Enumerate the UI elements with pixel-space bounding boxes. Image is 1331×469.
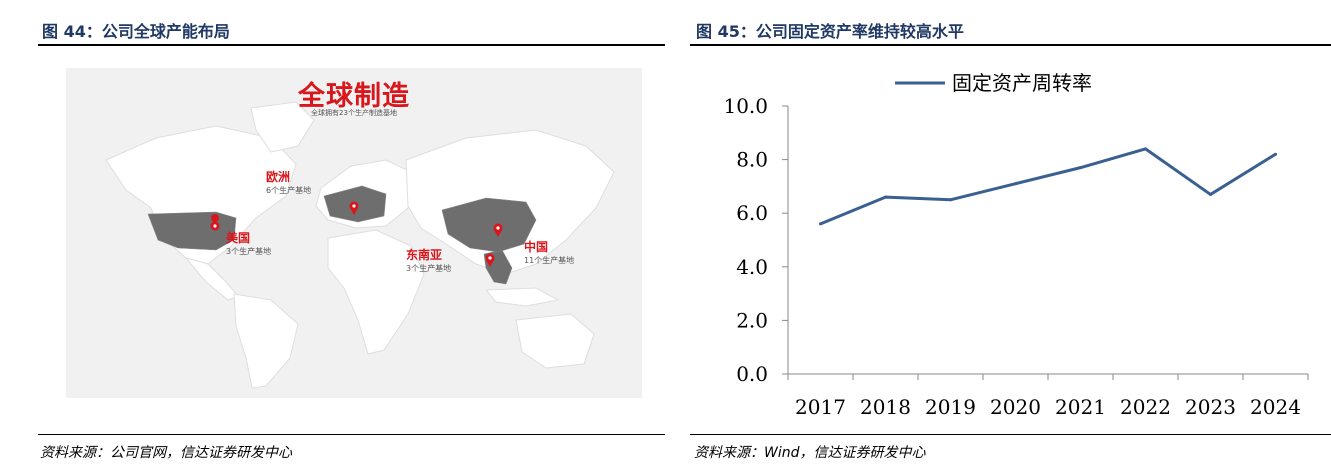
figure-44-title: 图 44：公司全球产能布局 — [42, 22, 230, 41]
x-tick-label: 2021 — [1055, 395, 1106, 419]
x-tick-label: 2020 — [990, 395, 1041, 419]
x-tick-label: 2018 — [860, 395, 911, 419]
y-tick-label: 8.0 — [736, 148, 768, 172]
title-rule-right — [690, 44, 1331, 46]
greenland-landmass — [250, 101, 315, 153]
world-map-panel: 全球制造 全球拥有23个生产制造基地 欧洲 6个生产基地 美国 3个生产基地 东… — [66, 68, 642, 398]
pin-china-icon — [493, 223, 503, 237]
pin-sea-icon — [485, 253, 495, 267]
series-line-fixed-asset-turnover — [819, 147, 1277, 226]
line-chart: 固定资产周转率 0.0 2.0 4.0 6.0 8.0 10.0 2017 2018 2019 2… — [723, 71, 1309, 419]
indonesia-landmass — [484, 287, 560, 307]
data-point — [949, 198, 952, 202]
pin-europe-icon — [349, 201, 359, 215]
callout-usa: 美国 3个生产基地 — [226, 231, 271, 259]
legend-label: 固定资产周转率 — [952, 71, 1092, 95]
y-tick-label: 2.0 — [736, 308, 768, 332]
data-point — [819, 222, 822, 226]
callout-china-name: 中国 — [524, 240, 549, 254]
figure-44-source: 资料来源：公司官网，信达证券研发中心 — [40, 445, 292, 461]
australia-landmass — [515, 313, 595, 369]
x-tick-label: 2019 — [925, 395, 976, 419]
y-tick-label: 10.0 — [723, 94, 768, 118]
x-tick-label: 2017 — [795, 395, 846, 419]
callout-europe-name: 欧洲 — [266, 170, 291, 184]
pin-usa-icon — [210, 214, 220, 232]
location-pins — [210, 201, 503, 267]
y-tick-label: 4.0 — [736, 255, 768, 279]
figure-45-title: 图 45：公司固定资产率维持较高水平 — [696, 22, 964, 41]
map-subheading: 全球拥有23个生产制造基地 — [311, 109, 397, 117]
x-tick-label: 2023 — [1185, 395, 1236, 419]
callout-europe: 欧洲 6个生产基地 — [266, 170, 311, 198]
callout-sea-count: 3个生产基地 — [406, 264, 452, 273]
callout-usa-name: 美国 — [226, 231, 251, 245]
data-point — [1274, 152, 1277, 156]
y-tick-label: 0.0 — [736, 362, 768, 386]
callout-sea-name: 东南亚 — [406, 248, 443, 262]
data-point — [1144, 147, 1147, 151]
source-rule-right — [690, 434, 1331, 435]
x-tick-label: 2022 — [1120, 395, 1171, 419]
world-map — [105, 101, 615, 389]
title-rule-left — [38, 44, 665, 46]
callout-sea: 东南亚 3个生产基地 — [406, 248, 451, 276]
map-heading: 全球制造 — [298, 81, 410, 112]
south-america-landmass — [233, 293, 299, 389]
chart-legend: 固定资产周转率 — [895, 71, 1092, 95]
figure-45-source: 资料来源：Wind，信达证券研发中心 — [694, 445, 926, 461]
data-point — [1079, 166, 1082, 170]
callout-europe-count: 6个生产基地 — [266, 186, 312, 195]
line-chart-panel: 固定资产周转率 0.0 2.0 4.0 6.0 8.0 10.0 2017 2018 2019 2… — [690, 60, 1331, 430]
data-point — [1209, 192, 1212, 196]
data-point — [1014, 182, 1017, 186]
north-america-landmass — [105, 125, 297, 265]
callout-china: 中国 11个生产基地 — [524, 240, 574, 268]
usa-highlight — [147, 211, 237, 251]
africa-landmass — [327, 229, 425, 355]
data-point — [884, 195, 887, 199]
callout-usa-count: 3个生产基地 — [226, 247, 272, 256]
source-rule-left — [38, 434, 665, 435]
x-tick-label: 2024 — [1250, 395, 1301, 419]
china-highlight — [441, 197, 537, 253]
central-america-landmass — [184, 257, 239, 301]
callout-china-count: 11个生产基地 — [524, 256, 575, 265]
y-tick-label: 6.0 — [736, 201, 768, 225]
